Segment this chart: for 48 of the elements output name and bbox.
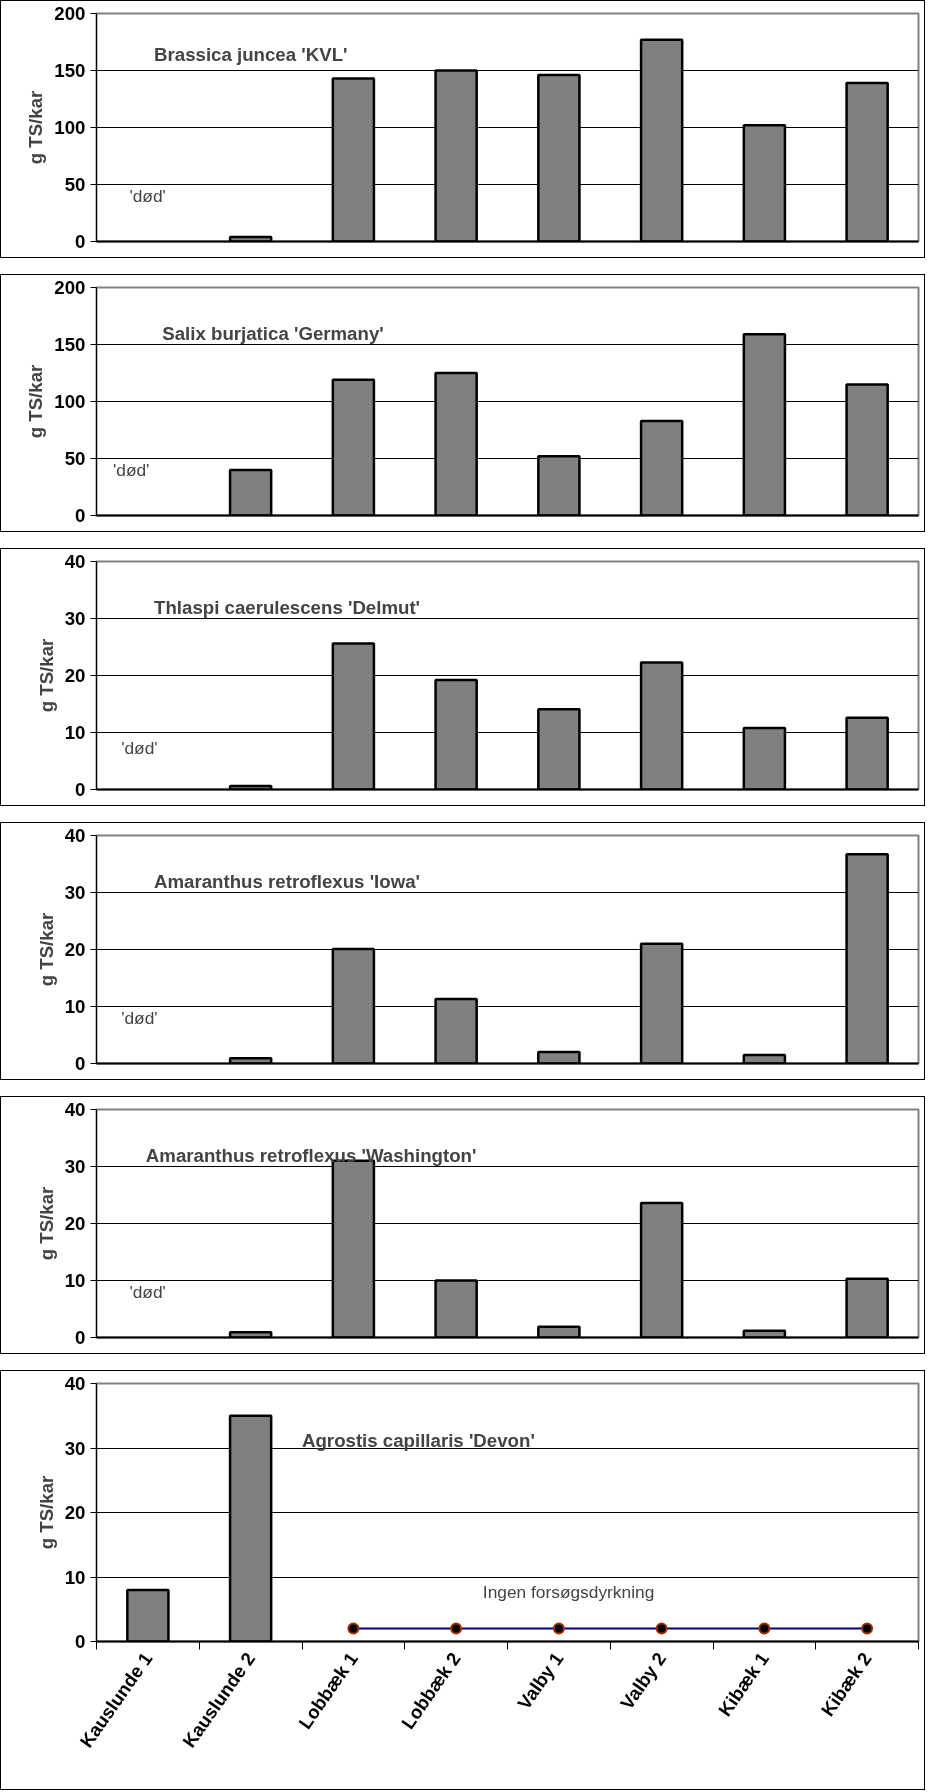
annotation: Ingen forsøgsdyrkning [482, 1582, 655, 1603]
annotation: 'død' [121, 738, 158, 759]
y-tick-label: 30 [64, 1156, 86, 1177]
y-tick-label: 40 [64, 1099, 86, 1120]
y-tick-label: 10 [64, 996, 86, 1017]
y-tick-label: 150 [54, 60, 86, 81]
y-tick-label: 100 [54, 117, 86, 138]
y-tick-label: 0 [75, 1327, 86, 1348]
y-tick-label: 0 [75, 1053, 86, 1074]
y-tick-label: 20 [64, 1213, 86, 1234]
y-tick-label: 0 [75, 779, 86, 800]
text: Amaranthus retroflexus 'Iowa' [154, 870, 421, 892]
y-axis-title: g TS/kar [35, 1475, 57, 1550]
y-axis-title: g TS/kar [35, 912, 57, 987]
text: Thlaspi caerulescens 'Delmut' [154, 596, 421, 618]
y-tick-label: 200 [54, 3, 86, 24]
y-tick-label: 0 [75, 231, 86, 252]
y-tick-label: 200 [54, 277, 86, 298]
y-tick-label: 40 [64, 551, 86, 572]
y-tick-label: 10 [64, 722, 86, 743]
y-tick-label: 10 [64, 1566, 86, 1588]
y-tick-label: 30 [64, 608, 86, 629]
text: Amaranthus retroflexus 'Washington' [145, 1144, 477, 1166]
y-tick-label: 30 [64, 1437, 86, 1459]
y-tick-label: 100 [54, 391, 86, 412]
y-axis-title: g TS/kar [35, 638, 57, 713]
y-tick-label: 150 [54, 334, 86, 355]
y-axis-title: g TS/kar [25, 90, 47, 165]
text: Agrostis capillaris 'Devon' [302, 1429, 535, 1451]
y-tick-label: 20 [64, 939, 86, 960]
y-tick-label: 50 [64, 448, 86, 469]
annotation: 'død' [129, 1281, 166, 1302]
y-tick-label: 20 [64, 665, 86, 686]
y-tick-label: 40 [64, 825, 86, 846]
annotation: 'død' [112, 459, 150, 480]
text: Salix burjatica 'Germany' [162, 322, 384, 344]
y-axis-title: g TS/kar [35, 1186, 57, 1261]
y-tick-label: 20 [64, 1502, 86, 1523]
y-tick-label: 50 [64, 174, 86, 195]
y-tick-label: 40 [64, 1373, 86, 1394]
text: Brassica juncea 'KVL' [154, 44, 348, 66]
y-axis-title: g TS/kar [25, 364, 47, 439]
y-tick-label: 30 [64, 882, 86, 903]
y-tick-label: 0 [75, 505, 86, 526]
y-tick-label: 0 [75, 1631, 86, 1652]
annotation: 'død' [129, 185, 166, 206]
annotation: 'død' [121, 1007, 158, 1028]
y-tick-label: 10 [64, 1270, 86, 1291]
